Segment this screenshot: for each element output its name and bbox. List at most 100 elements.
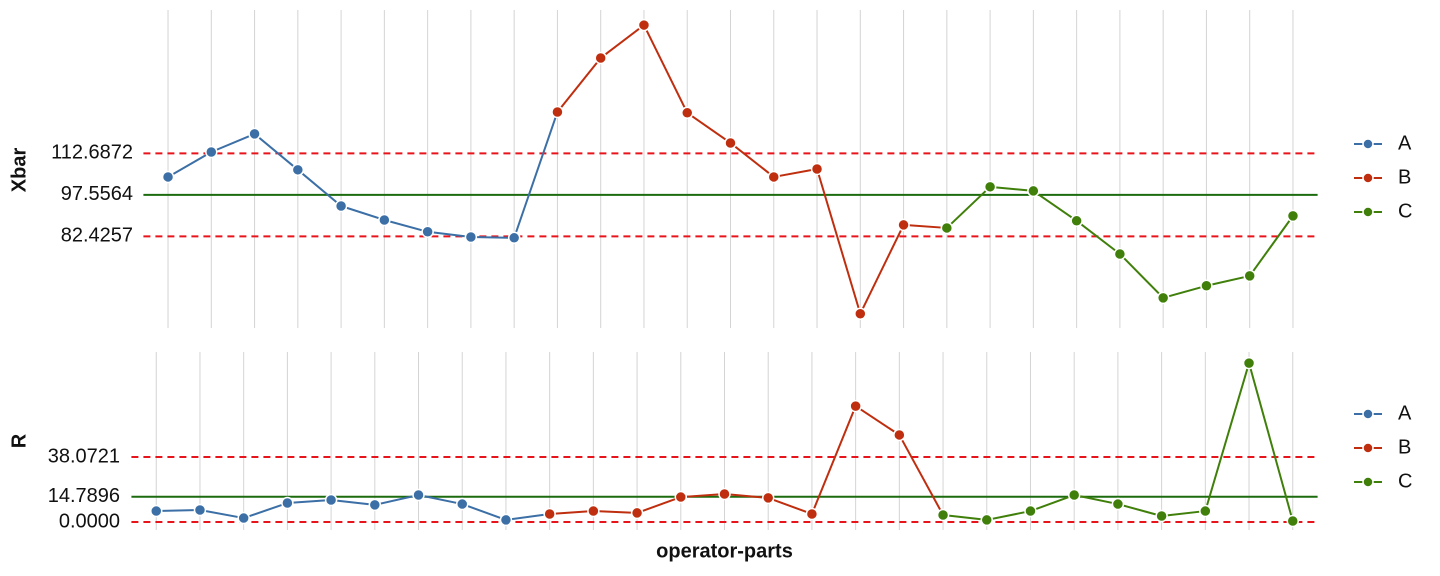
point	[237, 511, 250, 525]
point	[980, 513, 994, 527]
line-segment	[287, 498, 332, 505]
line-segment	[1032, 190, 1078, 222]
line-segment	[816, 168, 862, 315]
point	[594, 51, 607, 65]
line-segment	[680, 492, 725, 499]
legend-label: B	[1398, 436, 1411, 458]
point	[1067, 488, 1081, 502]
y-tick-label: 0.0000	[59, 510, 120, 532]
line-segment	[1030, 494, 1075, 512]
point	[587, 504, 600, 518]
y-axis-title: Xbar	[8, 148, 30, 193]
line-segment	[643, 24, 689, 114]
line-segment	[1206, 274, 1250, 287]
point	[281, 496, 294, 510]
point	[674, 490, 688, 504]
legend-label: C	[1398, 470, 1412, 492]
point	[630, 506, 644, 520]
point	[161, 170, 175, 184]
line-segment	[418, 494, 463, 506]
point	[412, 488, 425, 502]
point	[718, 487, 731, 501]
line-segment	[593, 510, 638, 514]
point	[1070, 214, 1083, 228]
point	[1111, 497, 1125, 511]
point	[499, 513, 513, 527]
legend-marker	[1362, 476, 1374, 488]
line-segment	[374, 494, 419, 506]
point	[1286, 209, 1300, 223]
point	[637, 18, 651, 32]
legend-label: B	[1398, 166, 1411, 188]
y-tick-label: 14.7896	[48, 485, 120, 507]
line-segment	[1073, 494, 1119, 506]
point	[724, 136, 737, 150]
point	[324, 493, 338, 507]
line-segment	[384, 219, 428, 233]
legend-marker	[1362, 442, 1374, 454]
legend-label: A	[1398, 132, 1412, 154]
point	[1286, 514, 1299, 528]
y-tick-label: 97.5564	[61, 183, 133, 205]
line-segment	[470, 235, 515, 239]
point	[1242, 356, 1256, 370]
legend-marker	[1362, 206, 1374, 218]
point	[205, 145, 218, 159]
line-segment	[340, 205, 385, 221]
point	[1155, 509, 1168, 523]
point	[543, 507, 556, 521]
line-segment	[1076, 220, 1121, 255]
point	[464, 230, 478, 244]
point	[248, 127, 261, 141]
point	[940, 221, 954, 235]
line-segment	[686, 111, 732, 144]
line-segment	[253, 133, 299, 171]
point	[551, 105, 564, 119]
line-segment	[1117, 503, 1162, 517]
line-segment	[773, 168, 818, 178]
point	[1156, 291, 1170, 305]
point	[334, 199, 348, 213]
point	[680, 106, 694, 120]
y-tick-label: 112.6872	[51, 142, 133, 164]
line-segment	[600, 24, 645, 59]
line-segment	[513, 111, 559, 239]
line-segment	[767, 496, 813, 515]
line-segment	[297, 169, 342, 207]
line-segment	[199, 509, 244, 520]
point	[455, 497, 469, 511]
legend-marker	[1362, 138, 1374, 150]
point	[1027, 184, 1040, 198]
line-segment	[859, 224, 905, 315]
point	[893, 428, 906, 442]
line-segment	[461, 503, 507, 521]
point	[897, 218, 910, 232]
y-tick-label: 38.0721	[48, 445, 120, 467]
point	[805, 507, 819, 521]
line-segment	[855, 405, 900, 436]
line-segment	[549, 510, 594, 515]
line-segment	[986, 510, 1031, 521]
line-segment	[210, 132, 255, 153]
point	[421, 225, 434, 239]
line-segment	[946, 186, 991, 229]
point	[1199, 504, 1212, 518]
line-segment	[243, 502, 288, 519]
legend-label: A	[1398, 402, 1412, 424]
point	[368, 498, 382, 512]
line-segment	[810, 405, 857, 515]
y-axis-title: R	[8, 433, 30, 448]
legend-label: C	[1398, 200, 1412, 222]
line-segment	[903, 223, 947, 229]
line-segment	[1204, 362, 1250, 512]
point	[767, 170, 781, 184]
point	[1113, 247, 1127, 261]
line-segment	[1248, 362, 1294, 522]
line-segment	[1248, 215, 1294, 277]
line-segment	[330, 498, 375, 506]
line-segment	[1119, 253, 1164, 299]
line-segment	[729, 142, 775, 178]
line-segment	[167, 151, 212, 178]
point	[1024, 504, 1037, 518]
